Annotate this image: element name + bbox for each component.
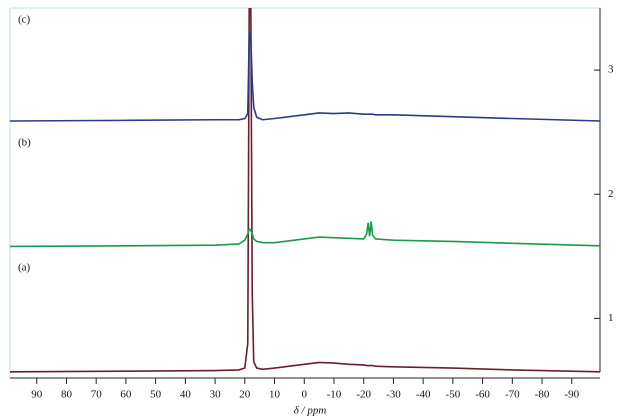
x-tick-label: -40 (416, 389, 431, 401)
x-tick-label: 60 (120, 389, 132, 401)
y-tick-label: 2 (608, 188, 614, 200)
spectrum-line (10, 30, 600, 122)
annotation: (c) (18, 14, 31, 26)
x-tick-label: -80 (535, 389, 550, 401)
x-axis-label: δ / ppm (294, 405, 327, 417)
x-tick-label: 50 (150, 389, 162, 401)
spectrum-line (10, 8, 600, 373)
x-tick-label: -60 (475, 389, 490, 401)
x-tick-label: 40 (180, 389, 192, 401)
x-tick-label: -20 (356, 389, 371, 401)
x-tick-label: -50 (446, 389, 461, 401)
x-tick-label: 30 (210, 389, 222, 401)
annotation: (a) (18, 262, 31, 274)
x-tick-label: -90 (564, 389, 579, 401)
x-tick-label: -10 (327, 389, 342, 401)
x-tick-label: 90 (31, 389, 43, 401)
annotation: (b) (18, 137, 31, 149)
x-tick-label: 20 (239, 389, 251, 401)
x-tick-label: 0 (302, 389, 308, 401)
x-tick-label: 70 (91, 389, 103, 401)
x-tick-label: -30 (386, 389, 401, 401)
x-tick-label: -70 (505, 389, 520, 401)
y-tick-label: 1 (608, 312, 614, 324)
x-tick-label: 10 (269, 389, 281, 401)
y-tick-label: 3 (608, 64, 614, 76)
x-tick-label: 80 (61, 389, 73, 401)
spectrum-line (10, 221, 600, 248)
plot-area (10, 8, 600, 373)
